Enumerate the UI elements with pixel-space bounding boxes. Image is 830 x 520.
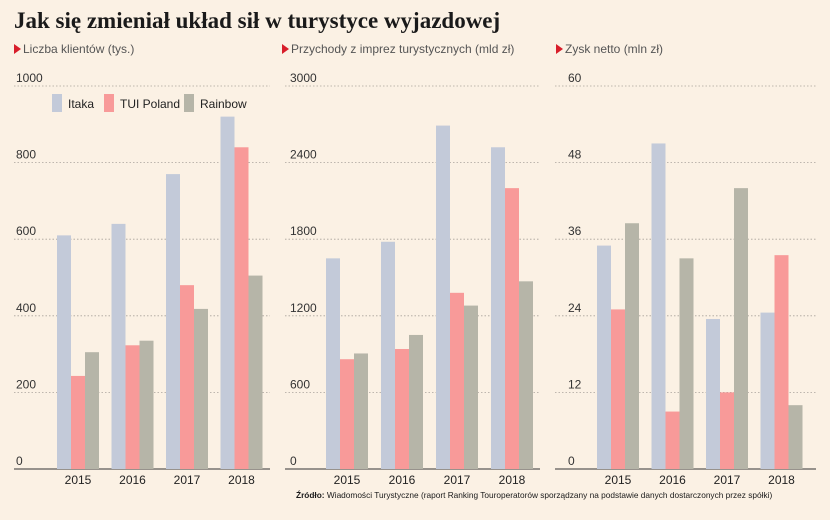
bar-profit-itaka-2017 <box>706 318 720 469</box>
chart-subtitle-revenue: Przychody z imprez turystycznych (mld zł… <box>282 42 514 56</box>
bar-revenue-rainbow-2015 <box>354 353 368 469</box>
bar-revenue-itaka-2018 <box>491 147 505 469</box>
chart-subtitle-clients: Liczba klientów (tys.) <box>14 42 134 56</box>
y-tick-label-profit: 0 <box>568 454 575 468</box>
x-tick-label-revenue-2018: 2018 <box>499 473 526 487</box>
x-tick-label-clients-2018: 2018 <box>228 473 255 487</box>
x-tick-label-clients-2015: 2015 <box>65 473 92 487</box>
y-tick-label-clients: 1000 <box>16 71 43 85</box>
bar-revenue-itaka-2016 <box>381 241 395 469</box>
source-text: Wiadomości Turystyczne (raport Ranking T… <box>326 490 773 500</box>
x-tick-label-profit-2017: 2017 <box>714 473 741 487</box>
y-tick-label-revenue: 2400 <box>290 148 317 162</box>
y-tick-label-clients: 600 <box>16 224 36 238</box>
y-tick-label-profit: 36 <box>568 224 582 238</box>
bar-profit-itaka-2018 <box>760 312 775 469</box>
bar-revenue-rainbow-2018 <box>519 281 533 469</box>
y-tick-label-revenue: 1800 <box>290 224 317 238</box>
x-tick-label-profit-2015: 2015 <box>605 473 632 487</box>
bar-revenue-tui-poland-2015 <box>340 359 354 469</box>
bar-clients-itaka-2015 <box>57 235 71 469</box>
y-tick-label-profit: 12 <box>568 377 582 391</box>
bar-profit-tui-poland-2016 <box>665 411 680 469</box>
y-tick-label-clients: 200 <box>16 377 36 391</box>
bar-profit-rainbow-2017 <box>734 188 748 469</box>
red-triangle-icon <box>14 44 21 54</box>
y-tick-label-revenue: 0 <box>290 454 297 468</box>
source-label: Źródło: <box>296 490 325 500</box>
y-tick-label-profit: 24 <box>568 301 582 315</box>
y-tick-label-profit: 60 <box>568 71 582 85</box>
bar-profit-rainbow-2016 <box>679 258 694 469</box>
chart-subtitle-clients-text: Liczba klientów (tys.) <box>23 42 135 56</box>
x-tick-label-revenue-2015: 2015 <box>334 473 361 487</box>
bar-revenue-itaka-2017 <box>436 125 450 470</box>
bar-profit-tui-poland-2017 <box>720 392 734 469</box>
source-note: Źródło: Wiadomości Turystyczne (raport R… <box>296 490 772 500</box>
bar-clients-rainbow-2015 <box>85 352 99 469</box>
bar-revenue-itaka-2015 <box>326 258 340 469</box>
bar-clients-itaka-2018 <box>220 116 235 469</box>
y-tick-label-profit: 48 <box>568 148 582 162</box>
y-tick-label-clients: 800 <box>16 148 36 162</box>
red-triangle-icon <box>556 44 563 54</box>
y-tick-label-clients: 400 <box>16 301 36 315</box>
bar-clients-tui-poland-2015 <box>71 375 85 469</box>
bar-clients-rainbow-2017 <box>194 308 208 469</box>
bar-profit-itaka-2016 <box>651 143 666 469</box>
page-title: Jak się zmieniał układ sił w turystyce w… <box>14 8 501 33</box>
x-tick-label-profit-2016: 2016 <box>659 473 686 487</box>
bar-revenue-tui-poland-2016 <box>395 348 409 469</box>
bar-clients-itaka-2017 <box>166 174 180 469</box>
x-tick-label-revenue-2017: 2017 <box>444 473 471 487</box>
y-tick-label-clients: 0 <box>16 454 23 468</box>
bar-clients-rainbow-2018 <box>248 275 263 469</box>
x-tick-label-revenue-2016: 2016 <box>389 473 416 487</box>
legend-label-tui-poland: TUI Poland <box>120 97 180 111</box>
red-triangle-icon <box>282 44 289 54</box>
bar-profit-tui-poland-2018 <box>774 255 789 469</box>
legend-swatch-itaka <box>52 94 62 112</box>
bar-revenue-tui-poland-2018 <box>505 188 519 469</box>
y-tick-label-revenue: 1200 <box>290 301 317 315</box>
legend-label-rainbow: Rainbow <box>200 97 247 111</box>
bar-clients-tui-poland-2017 <box>180 285 194 469</box>
bar-profit-tui-poland-2015 <box>611 309 625 469</box>
x-tick-label-clients-2017: 2017 <box>174 473 201 487</box>
bar-revenue-rainbow-2017 <box>464 305 478 469</box>
bar-clients-tui-poland-2018 <box>234 147 249 469</box>
chart-subtitle-revenue-text: Przychody z imprez turystycznych (mld zł… <box>291 42 515 56</box>
bar-profit-itaka-2015 <box>597 245 611 469</box>
bar-clients-tui-poland-2016 <box>125 345 140 469</box>
y-tick-label-revenue: 3000 <box>290 71 317 85</box>
chart-subtitle-profit-text: Zysk netto (mln zł) <box>565 42 664 56</box>
x-tick-label-profit-2018: 2018 <box>768 473 795 487</box>
y-tick-label-revenue: 600 <box>290 377 310 391</box>
bar-profit-rainbow-2015 <box>625 223 639 469</box>
x-tick-label-clients-2016: 2016 <box>119 473 146 487</box>
legend-swatch-tui-poland <box>104 94 114 112</box>
bar-revenue-tui-poland-2017 <box>450 292 464 469</box>
bar-revenue-rainbow-2016 <box>409 334 423 469</box>
bar-clients-rainbow-2016 <box>139 340 154 469</box>
chart-subtitle-profit: Zysk netto (mln zł) <box>556 42 663 56</box>
legend-label-itaka: Itaka <box>68 97 94 111</box>
bar-clients-itaka-2016 <box>111 223 126 469</box>
bar-profit-rainbow-2018 <box>788 405 803 469</box>
legend-swatch-rainbow <box>184 94 194 112</box>
